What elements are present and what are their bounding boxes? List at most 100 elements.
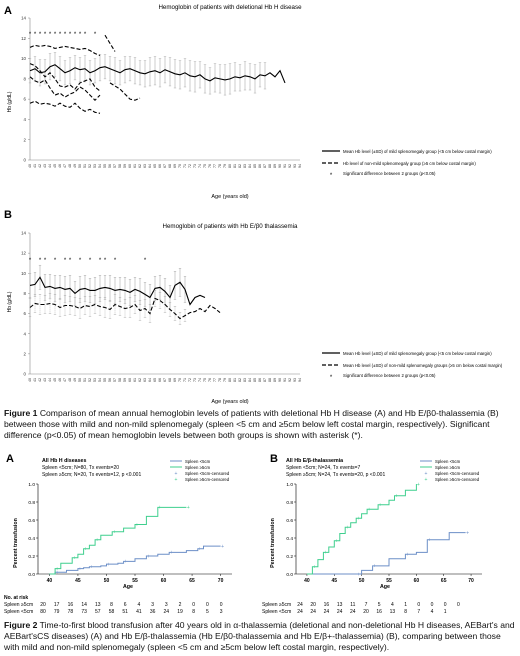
figure1-caption: Figure 1 Comparison of mean annual hemog… bbox=[4, 408, 516, 441]
x-tick-label: 94 bbox=[298, 378, 302, 382]
x-tick-label: 53 bbox=[93, 164, 97, 168]
x-tick-label: 70 bbox=[218, 578, 224, 584]
x-tick-label: 42 bbox=[38, 164, 42, 168]
x-tick-label: 81 bbox=[233, 378, 237, 382]
x-tick-label: 80 bbox=[228, 164, 232, 168]
censor-mark: + bbox=[107, 562, 110, 568]
y-tick-label: 1.0 bbox=[286, 482, 293, 488]
y-label-group: Percent transfusion bbox=[270, 518, 276, 568]
x-tick-label: 55 bbox=[386, 578, 392, 584]
x-tick-label: 44 bbox=[48, 164, 52, 168]
x-tick-label: 65 bbox=[153, 164, 157, 168]
x-tick-label: 77 bbox=[213, 164, 217, 168]
censor-mark: + bbox=[158, 505, 161, 511]
x-tick-label: 52 bbox=[88, 164, 92, 168]
km-spleen-ge5: Spleen ≥5cm; N=24, Tx events=20, p <0.00… bbox=[286, 472, 385, 478]
significance-asterisk: * bbox=[144, 258, 147, 264]
risk-count: 4 bbox=[431, 609, 434, 615]
risk-count: 3 bbox=[151, 602, 154, 608]
risk-count: 5 bbox=[378, 602, 381, 608]
x-tick-label: 72 bbox=[188, 164, 192, 168]
censor-mark: + bbox=[466, 530, 469, 536]
panel-letter: A bbox=[4, 5, 12, 17]
censor-mark: + bbox=[136, 522, 139, 528]
x-tick-label: 45 bbox=[332, 578, 338, 584]
y-tick-label: 8 bbox=[24, 291, 27, 296]
series-line-mild bbox=[29, 276, 206, 306]
censor-mark: + bbox=[357, 572, 360, 578]
x-tick-label: 75 bbox=[203, 378, 207, 382]
significance-asterisk: * bbox=[74, 32, 77, 38]
x-tick-label: 46 bbox=[58, 378, 62, 382]
risk-count: 24 bbox=[350, 609, 356, 615]
risk-count: 16 bbox=[68, 602, 74, 608]
x-tick-label: 82 bbox=[238, 378, 242, 382]
censor-mark: + bbox=[198, 547, 201, 553]
x-tick-label: 63 bbox=[143, 378, 147, 382]
censor-mark: + bbox=[368, 507, 371, 513]
x-tick-label: 67 bbox=[163, 164, 167, 168]
km-curve-spleen-lt5 bbox=[306, 532, 466, 575]
x-tick-label: 73 bbox=[193, 164, 197, 168]
risk-row-label-ge5: Spleen ≥5cm bbox=[4, 602, 33, 608]
chart-title: Hemoglobin of patients with Hb E/β0 thal… bbox=[163, 223, 298, 230]
risk-row-label-lt5: Spleen <5cm bbox=[262, 609, 291, 615]
y-tick-label: 6 bbox=[24, 311, 27, 316]
x-tick-label: 45 bbox=[53, 164, 57, 168]
y-axis-label: Hb (g/dL) bbox=[7, 91, 13, 112]
x-tick-label: 79 bbox=[223, 378, 227, 382]
x-tick-label: 62 bbox=[138, 164, 142, 168]
censor-mark: + bbox=[113, 530, 116, 536]
x-tick-label: 92 bbox=[288, 164, 292, 168]
censor-mark: + bbox=[357, 516, 360, 522]
series-line-mild bbox=[29, 64, 286, 84]
y-axis-label-group: Hb (g/dL) bbox=[7, 91, 13, 112]
risk-count: 6 bbox=[124, 602, 127, 608]
x-tick-label: 63 bbox=[143, 164, 147, 168]
x-tick-label: 68 bbox=[168, 378, 172, 382]
x-tick-label: 51 bbox=[83, 378, 87, 382]
risk-count: 8 bbox=[110, 602, 113, 608]
x-tick-label: 89 bbox=[273, 164, 277, 168]
x-tick-label: 54 bbox=[98, 164, 102, 168]
significance-asterisk: * bbox=[34, 32, 37, 38]
x-tick-label: 49 bbox=[73, 378, 77, 382]
x-tick-label: 45 bbox=[53, 378, 57, 382]
y-tick-label: 0.8 bbox=[286, 500, 293, 506]
risk-count: 0 bbox=[457, 602, 460, 608]
x-tick-label: 76 bbox=[208, 378, 212, 382]
risk-count: 24 bbox=[297, 602, 303, 608]
x-tick-label: 62 bbox=[138, 378, 142, 382]
risk-count: 36 bbox=[150, 609, 156, 615]
censor-mark: + bbox=[170, 550, 173, 556]
x-tick-label: 64 bbox=[148, 164, 152, 168]
y-label-group: Percent transfusion bbox=[13, 518, 19, 568]
risk-count: 19 bbox=[177, 609, 183, 615]
x-tick-label: 47 bbox=[63, 378, 67, 382]
y-tick-label: 6 bbox=[24, 97, 27, 102]
x-tick-label: 73 bbox=[193, 378, 197, 382]
risk-count: 13 bbox=[95, 602, 101, 608]
x-tick-label: 50 bbox=[104, 578, 110, 584]
x-tick-label: 94 bbox=[298, 164, 302, 168]
panel-letter: B bbox=[4, 209, 12, 221]
censor-mark: + bbox=[56, 570, 59, 576]
legend: Mean Hb level (±SD) of mild splenomegaly… bbox=[322, 149, 492, 179]
km-title: All Hb H diseases bbox=[42, 458, 87, 464]
significance-asterisk: * bbox=[84, 32, 87, 38]
censor-mark: + bbox=[417, 482, 420, 488]
legend-asterisk: * bbox=[330, 375, 333, 381]
x-tick-label: 77 bbox=[213, 378, 217, 382]
legend-entry-1: Mean Hb level (±SD) of mild splenomegaly… bbox=[343, 351, 492, 356]
x-tick-label: 66 bbox=[158, 378, 162, 382]
y-tick-label: 0.2 bbox=[286, 554, 293, 560]
y-tick-label: 8 bbox=[24, 76, 27, 81]
significance-asterisk: * bbox=[44, 258, 47, 264]
x-tick-label: 46 bbox=[58, 164, 62, 168]
series-line-non-mild bbox=[109, 82, 141, 101]
y-axis-label-group: Hb (g/dL) bbox=[7, 291, 13, 312]
x-tick-label: 69 bbox=[173, 378, 177, 382]
km-curve-spleen-ge5 bbox=[49, 506, 187, 575]
